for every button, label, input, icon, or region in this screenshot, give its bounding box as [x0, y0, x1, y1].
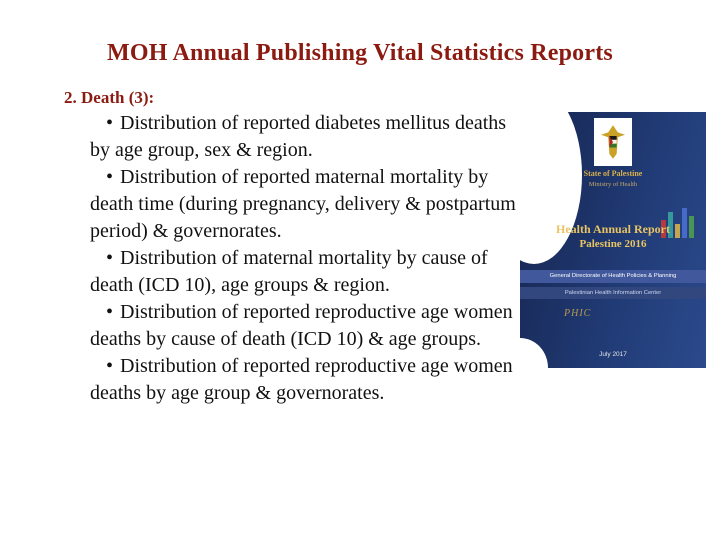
bullet-text: Distribution of reported reproductive ag… — [90, 301, 513, 350]
bullet-text: Distribution of maternal mortality by ca… — [90, 247, 488, 296]
bar-icon — [661, 220, 666, 238]
bullet-text: Distribution of reported reproductive ag… — [90, 355, 513, 404]
bullet-icon: • — [106, 166, 114, 188]
palestine-emblem-box — [594, 118, 632, 166]
list-item: • Distribution of reported reproductive a… — [90, 299, 518, 353]
section-heading: 2. Death (3): — [64, 88, 155, 107]
cover-barchart-decoration — [661, 204, 694, 238]
cover-phic-text: PHIC — [564, 308, 592, 319]
bullet-icon: • — [106, 247, 114, 269]
bullet-text: Distribution of reported diabetes mellit… — [90, 112, 507, 161]
cover-ministry-text: Ministry of Health — [588, 181, 638, 188]
bullet-icon: • — [106, 355, 114, 377]
palestine-emblem-icon — [601, 125, 625, 159]
bullet-text: Distribution of reported maternal mortal… — [90, 166, 516, 242]
cover-report-subtitle: Palestine 2016 — [579, 238, 647, 250]
list-item: • Distribution of maternal mortality by c… — [90, 245, 518, 299]
bar-icon — [689, 216, 694, 238]
list-item: • Distribution of reported maternal morta… — [90, 164, 518, 245]
list-item: • Distribution of reported reproductive a… — [90, 353, 518, 407]
bar-icon — [682, 208, 687, 238]
bullet-list: • Distribution of reported diabetes melli… — [90, 110, 518, 407]
page-title: MOH Annual Publishing Vital Statistics R… — [107, 40, 613, 66]
cover-date-text: July 2017 — [599, 351, 627, 358]
list-item: • Distribution of reported diabetes melli… — [90, 110, 518, 164]
cover-report-title: Health Annual Report — [555, 222, 670, 236]
cover-directorate-strip: General Directorate of Health Policies &… — [520, 270, 706, 283]
cover-center-strip: Palestinian Health Information Center — [520, 287, 706, 299]
cover-state-text: State of Palestine — [583, 169, 643, 178]
bullet-icon: • — [106, 301, 114, 323]
bar-icon — [668, 212, 673, 238]
bullet-icon: • — [106, 112, 114, 134]
bar-icon — [675, 224, 680, 238]
report-cover-image: State of Palestine Ministry of Health He… — [520, 112, 706, 368]
